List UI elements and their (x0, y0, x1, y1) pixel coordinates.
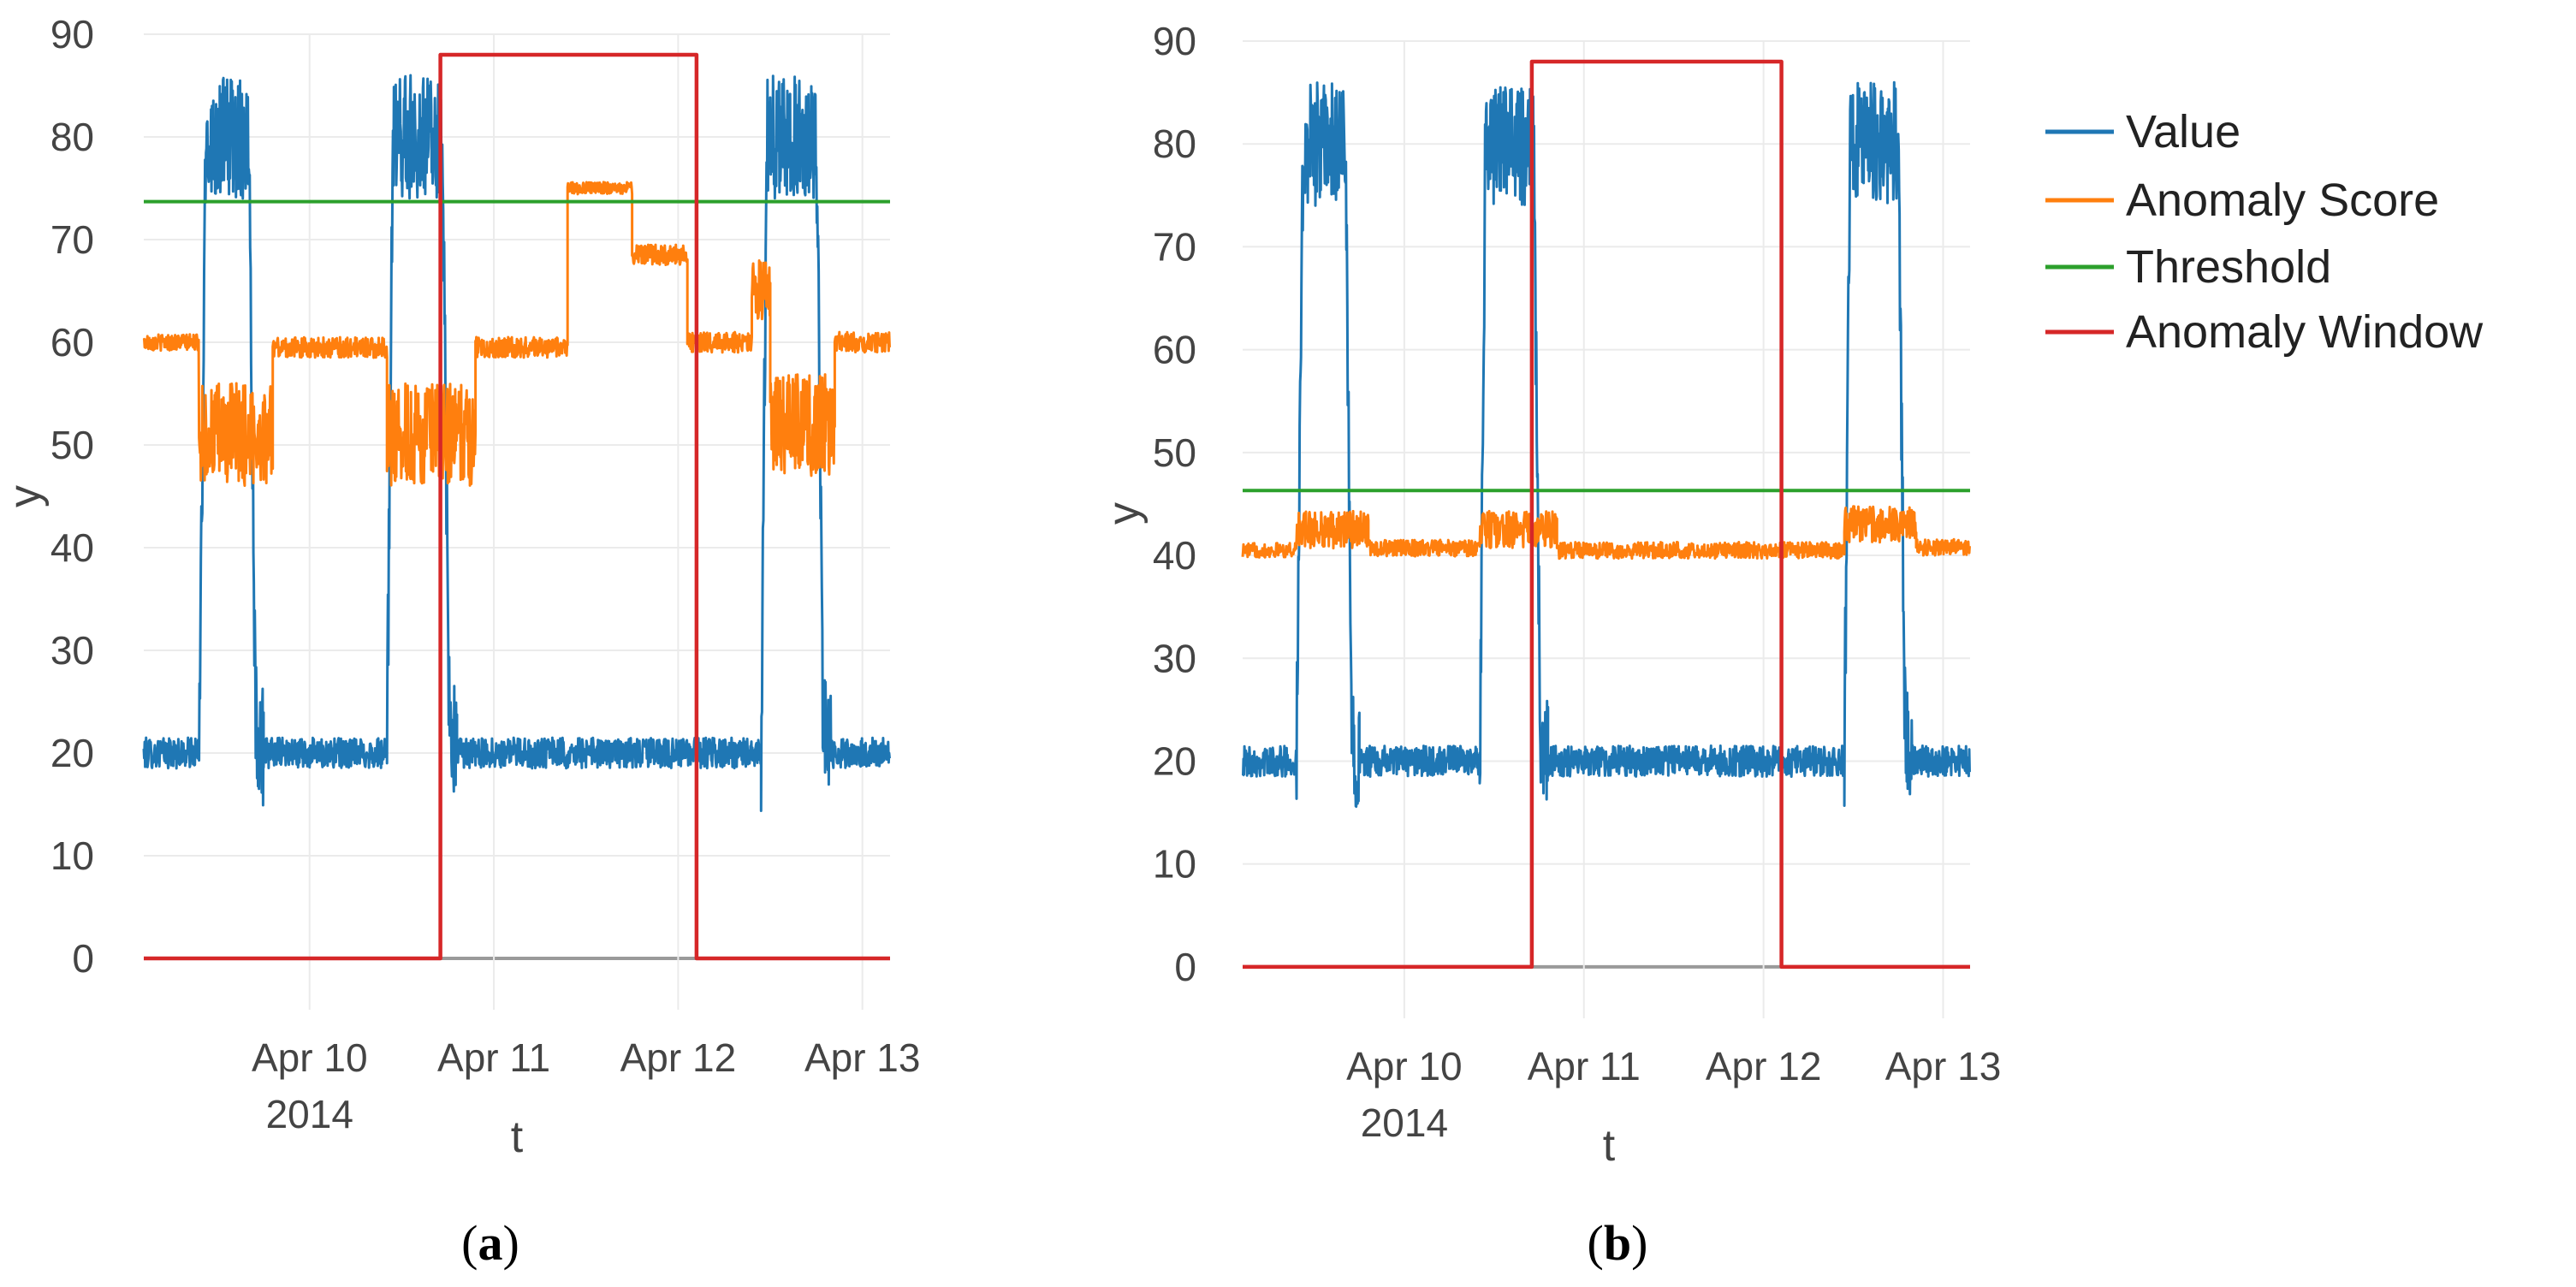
series-a (142, 52, 891, 961)
x-tick-sublabel-a: 2014 (266, 1092, 353, 1136)
y-tick-label-a: 90 (50, 12, 94, 56)
tick-labels-a: 0 10 20 30 40 50 60 70 80 90 Apr 10 2014 Apr 11 Apr 1… (50, 12, 921, 1136)
y-tick-label-b: 30 (1153, 636, 1196, 680)
x-tick-label-a: Apr 12 (620, 1035, 737, 1080)
y-tick-label-b: 60 (1153, 328, 1196, 372)
y-tick-label-b: 80 (1153, 122, 1196, 166)
legend-label-value: Value (2126, 106, 2241, 157)
y-tick-label-a: 50 (50, 423, 94, 467)
x-axis-title-a: t (511, 1112, 524, 1162)
y-tick-label-a: 10 (50, 833, 94, 878)
y-tick-label-b: 20 (1153, 738, 1196, 783)
series-b (1241, 59, 1971, 970)
y-tick-label-b: 40 (1153, 533, 1196, 578)
y-tick-label-b: 90 (1153, 19, 1196, 63)
series-anomaly-score-line-b (1241, 505, 1971, 560)
series-anomaly-window-line-b (1243, 59, 1970, 970)
legend-label-anomaly-window: Anomaly Window (2126, 306, 2484, 358)
x-tick-label-b: Apr 11 (1528, 1044, 1641, 1088)
legend: Value Anomaly Score Threshold Anomaly Wi… (2045, 106, 2484, 358)
tick-labels-b: 0 10 20 30 40 50 60 70 80 90 Apr 10 2014 Apr 11 Apr 1… (1153, 19, 2001, 1145)
gridlines-a (144, 33, 890, 1010)
y-tick-label-a: 20 (50, 731, 94, 775)
x-tick-label-b: Apr 12 (1706, 1044, 1822, 1088)
y-tick-label-a: 30 (50, 628, 94, 673)
y-tick-label-b: 50 (1153, 430, 1196, 475)
y-tick-label-a: 40 (50, 525, 94, 570)
y-tick-label-a: 0 (72, 936, 94, 981)
series-anomaly-score-line-a (142, 181, 891, 487)
x-tick-label-b: Apr 13 (1885, 1044, 2002, 1088)
legend-label-threshold: Threshold (2126, 241, 2331, 293)
panel-label-b: (b) (1588, 1215, 1648, 1271)
panel-label-a: (a) (461, 1215, 519, 1271)
x-tick-label-a: Apr 10 (252, 1035, 368, 1080)
y-tick-label-a: 80 (50, 115, 94, 159)
y-tick-label-a: 70 (50, 217, 94, 262)
y-tick-label-b: 0 (1174, 945, 1196, 989)
series-value-line-a (142, 74, 891, 812)
x-axis-title-b: t (1603, 1121, 1616, 1171)
x-tick-label-b: Apr 10 (1346, 1044, 1463, 1088)
x-tick-label-a: Apr 13 (804, 1035, 921, 1080)
x-tick-sublabel-b: 2014 (1361, 1100, 1448, 1145)
series-value-line-b (1241, 80, 1971, 809)
x-tick-label-a: Apr 11 (437, 1035, 550, 1080)
chart-panel-a: 0 10 20 30 40 50 60 70 80 90 Apr 10 2014 Apr 11 Apr 1… (0, 12, 920, 1271)
y-tick-label-b: 10 (1153, 842, 1196, 887)
y-tick-label-b: 70 (1153, 224, 1196, 269)
y-axis-title-b: y (1099, 502, 1149, 525)
chart-panel-b: 0 10 20 30 40 50 60 70 80 90 Apr 10 2014 Apr 11 Apr 1… (1099, 19, 2001, 1271)
legend-label-anomaly-score: Anomaly Score (2126, 175, 2439, 226)
y-axis-title-a: y (0, 485, 50, 507)
series-anomaly-window-line-a (144, 52, 890, 961)
y-tick-label-a: 60 (50, 320, 94, 365)
